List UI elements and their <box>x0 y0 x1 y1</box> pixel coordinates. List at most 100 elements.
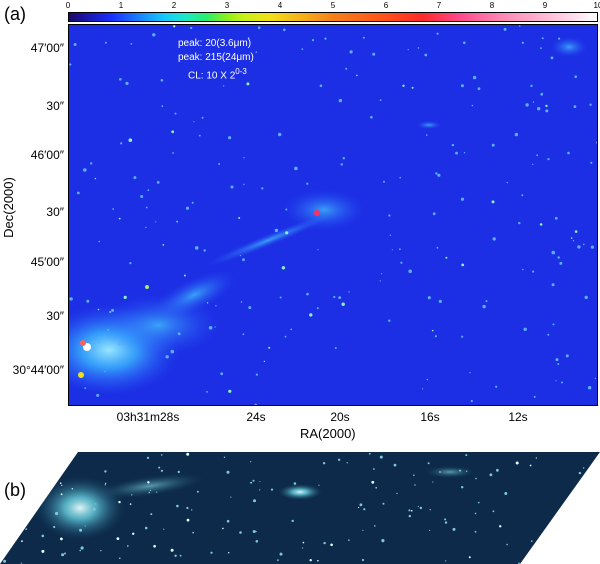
star <box>506 543 508 546</box>
star <box>64 552 66 555</box>
star <box>149 489 151 491</box>
star <box>97 308 100 311</box>
star <box>61 553 65 557</box>
composite-arm <box>95 473 205 499</box>
star <box>147 189 150 192</box>
star <box>156 491 158 493</box>
colorbar-tick-label: 5 <box>330 1 336 10</box>
star-field <box>69 25 597 405</box>
star <box>429 509 431 511</box>
star <box>309 313 313 317</box>
star <box>279 296 282 299</box>
x-tick-label: 12s <box>508 410 528 424</box>
star <box>109 310 112 314</box>
star <box>259 489 261 491</box>
star <box>162 244 165 246</box>
star <box>226 470 230 474</box>
star <box>186 452 190 456</box>
star <box>283 28 286 32</box>
star <box>145 206 148 209</box>
star <box>165 355 169 359</box>
star <box>317 559 319 562</box>
star <box>558 37 561 40</box>
star <box>491 200 495 204</box>
star <box>140 195 144 198</box>
star <box>250 461 252 463</box>
star <box>203 249 206 252</box>
star <box>306 182 309 185</box>
star <box>28 474 31 478</box>
star <box>279 552 283 556</box>
star <box>174 112 177 115</box>
star <box>411 86 414 89</box>
star <box>79 528 83 532</box>
star <box>93 508 96 511</box>
star <box>589 103 592 106</box>
star <box>29 462 33 466</box>
star <box>540 92 544 96</box>
star <box>220 372 224 376</box>
star <box>230 496 232 498</box>
star <box>356 74 358 77</box>
star <box>460 84 464 88</box>
star <box>551 283 555 287</box>
star <box>471 104 474 107</box>
star <box>427 462 430 465</box>
star <box>474 530 477 533</box>
star <box>590 161 593 164</box>
star <box>396 492 398 495</box>
star <box>185 206 190 210</box>
star <box>226 519 230 523</box>
star <box>228 389 232 393</box>
star <box>515 461 519 465</box>
star <box>358 506 360 509</box>
x-tick-label: 16s <box>420 410 440 424</box>
star <box>504 492 508 495</box>
star <box>95 503 97 505</box>
hotspot <box>80 340 86 346</box>
star <box>285 231 289 235</box>
star <box>90 162 93 165</box>
star <box>242 333 245 336</box>
star <box>84 525 86 527</box>
star <box>407 49 409 51</box>
star <box>111 308 115 312</box>
star <box>552 323 555 326</box>
star <box>198 134 201 137</box>
star <box>104 41 107 44</box>
hotspot <box>78 372 84 378</box>
star <box>432 481 434 483</box>
star <box>584 295 588 300</box>
star <box>388 319 391 322</box>
star <box>206 391 208 393</box>
star <box>554 216 558 220</box>
star <box>116 537 120 540</box>
star <box>434 335 437 338</box>
star <box>294 166 298 171</box>
star <box>161 105 164 108</box>
star <box>253 499 256 503</box>
star <box>60 493 63 496</box>
star <box>435 172 438 175</box>
star <box>514 132 519 137</box>
star <box>578 471 582 475</box>
star <box>206 302 209 304</box>
star <box>482 304 486 309</box>
star <box>540 47 542 49</box>
star <box>174 554 177 557</box>
star <box>317 249 319 251</box>
star <box>477 501 480 504</box>
star <box>228 552 230 554</box>
star <box>574 75 577 78</box>
star <box>389 234 392 236</box>
star <box>468 556 471 559</box>
star <box>393 463 397 467</box>
star <box>39 461 43 465</box>
star <box>555 380 557 382</box>
star <box>461 263 465 267</box>
star <box>410 510 413 512</box>
star <box>459 469 462 472</box>
star <box>170 349 175 354</box>
colorbar-tick-label: 2 <box>171 1 177 10</box>
star <box>129 262 132 265</box>
